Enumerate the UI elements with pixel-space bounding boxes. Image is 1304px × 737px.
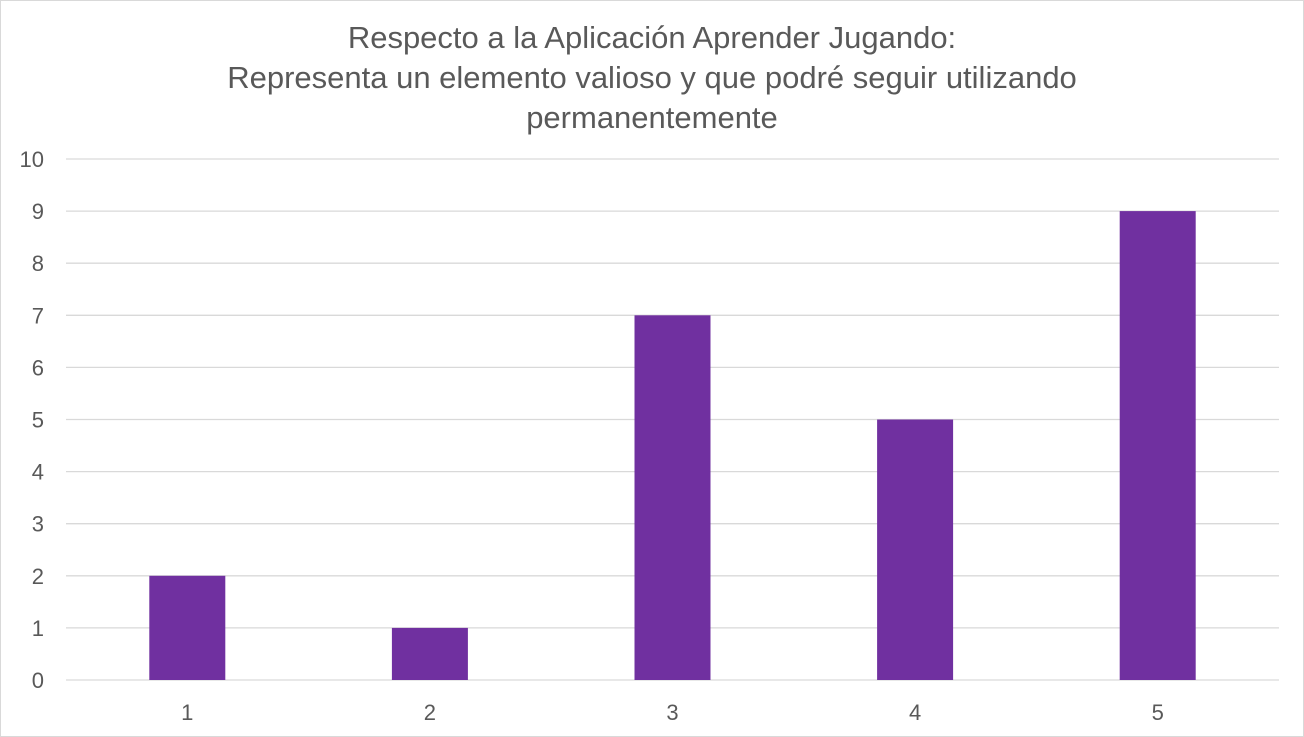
x-axis-tick-labels: 1 2 3 4 5: [181, 700, 1164, 725]
bars: [149, 211, 1196, 680]
y-tick-label-9: 9: [32, 199, 44, 224]
bar-1: [149, 575, 226, 680]
y-tick-label-6: 6: [32, 355, 44, 380]
y-tick-label-7: 7: [32, 303, 44, 328]
y-axis-tick-labels: 0 1 2 3 4 5 6 7 8 9 10: [20, 147, 44, 693]
x-tick-label-3: 3: [666, 700, 678, 725]
x-tick-label-4: 4: [909, 700, 921, 725]
y-tick-label-10: 10: [20, 147, 44, 172]
bar-5: [1119, 211, 1196, 680]
y-tick-label-4: 4: [32, 460, 44, 485]
x-tick-label-2: 2: [424, 700, 436, 725]
y-tick-label-1: 1: [32, 616, 44, 641]
x-tick-label-1: 1: [181, 700, 193, 725]
bar-4: [877, 419, 954, 680]
y-tick-label-3: 3: [32, 512, 44, 537]
bar-3: [634, 315, 711, 680]
chart-title: Respecto a la Aplicación Aprender Jugand…: [0, 18, 1304, 138]
y-tick-label-5: 5: [32, 408, 44, 433]
chart-title-line-3: permanentemente: [526, 100, 778, 135]
y-tick-label-2: 2: [32, 564, 44, 589]
y-tick-label-0: 0: [32, 668, 44, 693]
chart-title-line-2: Representa un elemento valioso y que pod…: [227, 60, 1077, 95]
bar-2: [391, 627, 468, 680]
chart-title-line-1: Respecto a la Aplicación Aprender Jugand…: [347, 20, 957, 55]
x-tick-label-5: 5: [1152, 700, 1164, 725]
y-tick-label-8: 8: [32, 251, 44, 276]
